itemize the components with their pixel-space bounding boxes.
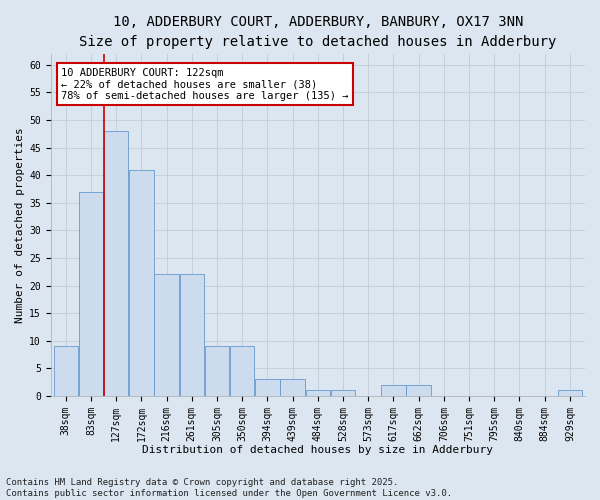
Bar xyxy=(230,346,254,396)
Text: 10 ADDERBURY COURT: 122sqm
← 22% of detached houses are smaller (38)
78% of semi: 10 ADDERBURY COURT: 122sqm ← 22% of deta… xyxy=(61,68,349,100)
Bar xyxy=(406,385,431,396)
Bar xyxy=(331,390,355,396)
Y-axis label: Number of detached properties: Number of detached properties xyxy=(15,127,25,322)
Title: 10, ADDERBURY COURT, ADDERBURY, BANBURY, OX17 3NN
Size of property relative to d: 10, ADDERBURY COURT, ADDERBURY, BANBURY,… xyxy=(79,15,557,48)
Bar xyxy=(129,170,154,396)
Bar xyxy=(280,380,305,396)
Bar xyxy=(305,390,330,396)
Bar xyxy=(104,131,128,396)
Bar xyxy=(205,346,229,396)
Bar xyxy=(53,346,78,396)
Bar xyxy=(154,274,179,396)
Bar xyxy=(79,192,103,396)
Bar xyxy=(381,385,406,396)
Bar xyxy=(255,380,280,396)
Bar xyxy=(179,274,204,396)
Bar xyxy=(557,390,582,396)
X-axis label: Distribution of detached houses by size in Adderbury: Distribution of detached houses by size … xyxy=(142,445,493,455)
Text: Contains HM Land Registry data © Crown copyright and database right 2025.
Contai: Contains HM Land Registry data © Crown c… xyxy=(6,478,452,498)
